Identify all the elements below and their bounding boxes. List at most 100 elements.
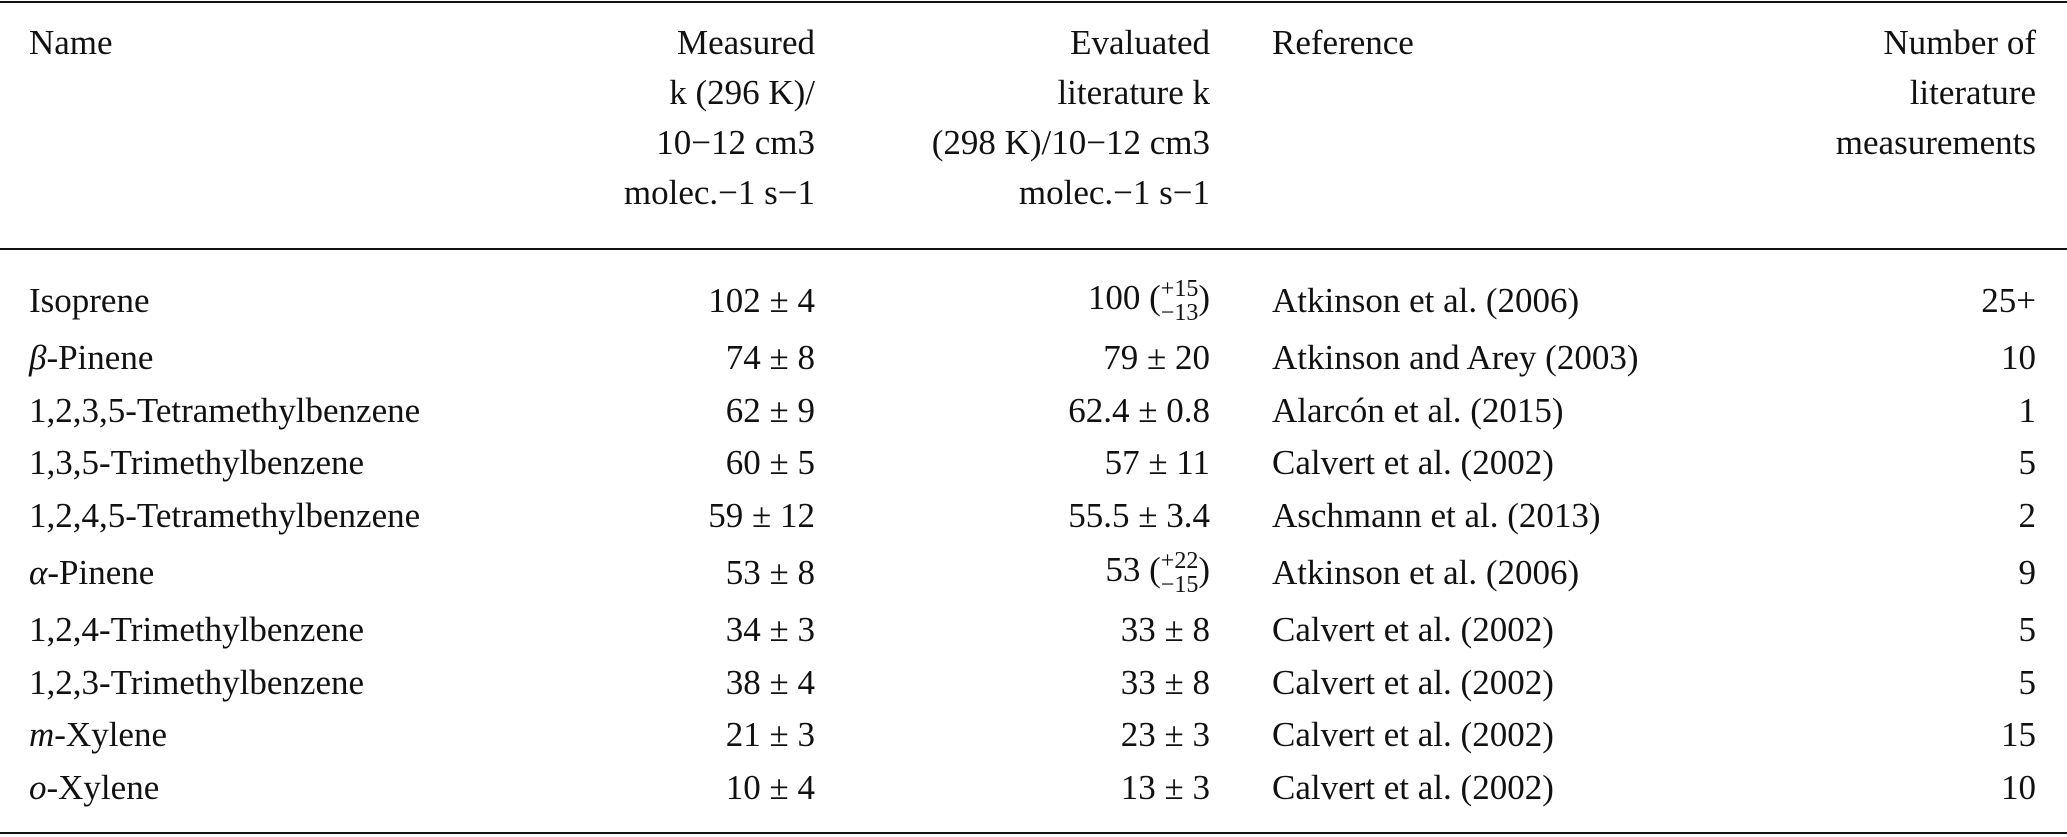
evaluated-cell: 23 ± 3	[815, 709, 1210, 762]
measured-value: 60 ± 5	[725, 443, 815, 483]
header-measured-line: k (296 K)/	[669, 73, 815, 112]
table-row: m-Xylene 21 ± 3 23 ± 3 Calvert et al. (2…	[0, 709, 2036, 762]
measured-value: 53 ± 8	[725, 553, 815, 592]
compound-name: 1,3,5-Trimethylbenzene	[29, 437, 589, 490]
header-name: Name	[29, 23, 113, 62]
evaluated-value: 23 ± 3	[1120, 715, 1210, 755]
table-row: 1,2,3-Trimethylbenzene 38 ± 4 33 ± 8 Cal…	[0, 657, 2036, 710]
name-text: 1,2,4-Trimethylbenzene	[29, 610, 365, 650]
measurement-count: 10	[2001, 338, 2036, 378]
evaluated-cell: 33 ± 8	[815, 604, 1210, 657]
reference: Calvert et al. (2002)	[1272, 767, 1554, 807]
evaluated-value: 13 ± 3	[1120, 767, 1210, 807]
header-measured: Measured k (296 K)/ 10−12 cm3 molec.−1 s…	[624, 18, 815, 218]
header-number-line: measurements	[1835, 123, 2036, 162]
table-row: o-Xylene 10 ± 4 13 ± 3 Calvert et al. (2…	[0, 762, 2036, 815]
table-row: 1,2,4-Trimethylbenzene 34 ± 3 33 ± 8 Cal…	[0, 604, 2036, 657]
bottom-rule	[0, 832, 2067, 834]
name-prefix: m	[29, 715, 55, 755]
measurement-count: 5	[2018, 443, 2037, 483]
table-row: β-Pinene 74 ± 8 79 ± 20 Atkinson and Are…	[0, 332, 2036, 385]
compound-name: m-Xylene	[29, 709, 589, 762]
header-evaluated-line: (298 K)/10−12 cm3	[931, 123, 1210, 162]
error-minus: −13	[1160, 300, 1199, 326]
header-evaluated: Evaluated literature k (298 K)/10−12 cm3…	[932, 18, 1210, 218]
measurement-count: 9	[2018, 553, 2037, 592]
measurement-count: 1	[2018, 390, 2037, 430]
name-text: 1,3,5-Trimethylbenzene	[29, 443, 365, 483]
name-text: 1,2,3,5-Tetramethylbenzene	[29, 390, 421, 430]
measured-value: 21 ± 3	[725, 715, 815, 755]
evaluated-cell: 100 (+15 −13)	[1087, 276, 1210, 326]
header-reference: Reference	[1272, 23, 1414, 62]
measured-value: 59 ± 12	[708, 495, 815, 535]
reference: Atkinson et al. (2006)	[1272, 281, 1580, 320]
evaluated-cell: 33 ± 8	[815, 657, 1210, 710]
table-row: 1,2,4,5-Tetramethylbenzene 59 ± 12 55.5 …	[0, 490, 2036, 543]
reference: Alarcón et al. (2015)	[1272, 390, 1564, 430]
reference: Calvert et al. (2002)	[1272, 662, 1554, 702]
evaluated-value: 62.4 ± 0.8	[1068, 390, 1210, 430]
header-number-line: Number of	[1883, 23, 2036, 62]
name-text: -Xylene	[46, 767, 160, 807]
measured-value: 74 ± 8	[725, 338, 815, 378]
reference: Atkinson and Arey (2003)	[1272, 338, 1639, 378]
evaluated-cell: 13 ± 3	[815, 762, 1210, 815]
compound-name: 1,2,3-Trimethylbenzene	[29, 657, 589, 710]
name-text: -Xylene	[54, 715, 168, 755]
measurement-count: 5	[2018, 662, 2037, 702]
evaluated-cell: 53 (+22 −15)	[1105, 548, 1210, 598]
reference: Aschmann et al. (2013)	[1272, 495, 1601, 535]
evaluated-value: 33 ± 8	[1120, 610, 1210, 650]
asymmetric-error: +15 −13	[1161, 277, 1199, 325]
error-minus: −15	[1160, 572, 1199, 598]
name-text: Isoprene	[29, 281, 150, 320]
compound-name: 1,2,3,5-Tetramethylbenzene	[29, 385, 589, 438]
evaluated-cell: 79 ± 20	[815, 332, 1210, 385]
reference: Calvert et al. (2002)	[1272, 715, 1554, 755]
measured-value: 62 ± 9	[725, 390, 815, 430]
name-prefix: α	[29, 553, 48, 592]
evaluated-value: 55.5 ± 3.4	[1068, 495, 1210, 535]
evaluated-value: 79 ± 20	[1103, 338, 1210, 378]
name-text: -Pinene	[47, 553, 155, 592]
measured-value: 10 ± 4	[725, 767, 815, 807]
error-plus: +22	[1160, 548, 1199, 574]
compound-name: α-Pinene	[29, 542, 589, 604]
compound-name: 1,2,4-Trimethylbenzene	[29, 604, 589, 657]
reference: Atkinson et al. (2006)	[1272, 553, 1580, 592]
table-row: Isoprene 102 ± 4 100 (+15 −13) Atkinson e…	[0, 270, 2036, 332]
header-measured-line: Measured	[676, 23, 815, 62]
measurement-count: 5	[2018, 610, 2037, 650]
evaluated-value: 33 ± 8	[1120, 662, 1210, 702]
top-rule	[0, 1, 2067, 3]
name-text: -Pinene	[46, 338, 154, 378]
name-text: 1,2,4,5-Tetramethylbenzene	[29, 495, 421, 535]
measurement-count: 15	[2001, 715, 2036, 755]
error-plus: +15	[1160, 276, 1199, 302]
name-prefix: o	[29, 767, 47, 807]
measurement-count: 2	[2018, 495, 2037, 535]
header-evaluated-line: molec.−1 s−1	[1018, 173, 1210, 212]
evaluated-cell: 62.4 ± 0.8	[815, 385, 1210, 438]
header-evaluated-line: literature k	[1057, 73, 1210, 112]
table-row: 1,3,5-Trimethylbenzene 60 ± 5 57 ± 11 Ca…	[0, 437, 2036, 490]
compound-name: o-Xylene	[29, 762, 589, 815]
evaluated-cell: 55.5 ± 3.4	[815, 490, 1210, 543]
measurement-count: 25+	[1981, 281, 2036, 320]
table-row: 1,2,3,5-Tetramethylbenzene 62 ± 9 62.4 ±…	[0, 385, 2036, 438]
header-number: Number of literature measurements	[1836, 18, 2036, 168]
header-number-line: literature	[1909, 73, 2036, 112]
measured-value: 34 ± 3	[725, 610, 815, 650]
compound-name: 1,2,4,5-Tetramethylbenzene	[29, 490, 589, 543]
reference: Calvert et al. (2002)	[1272, 443, 1554, 483]
header-measured-line: molec.−1 s−1	[623, 173, 815, 212]
asymmetric-error: +22 −15	[1161, 549, 1199, 597]
compound-name: Isoprene	[29, 270, 589, 332]
evaluated-value: 57 ± 11	[1104, 443, 1210, 483]
data-table: Isoprene 102 ± 4 100 (+15 −13) Atkinson e…	[0, 270, 2036, 814]
reference: Calvert et al. (2002)	[1272, 610, 1554, 650]
name-prefix: β	[29, 338, 47, 378]
name-text: 1,2,3-Trimethylbenzene	[29, 662, 365, 702]
compound-name: β-Pinene	[29, 332, 589, 385]
